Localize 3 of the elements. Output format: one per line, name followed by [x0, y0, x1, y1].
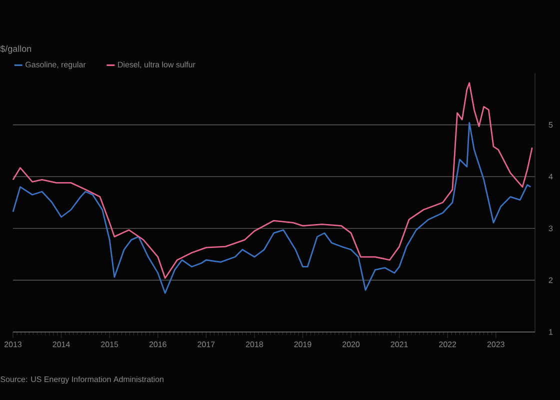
line-series [12, 82, 533, 279]
y-axis-title: $/gallon [0, 45, 32, 54]
line-series [12, 122, 532, 294]
